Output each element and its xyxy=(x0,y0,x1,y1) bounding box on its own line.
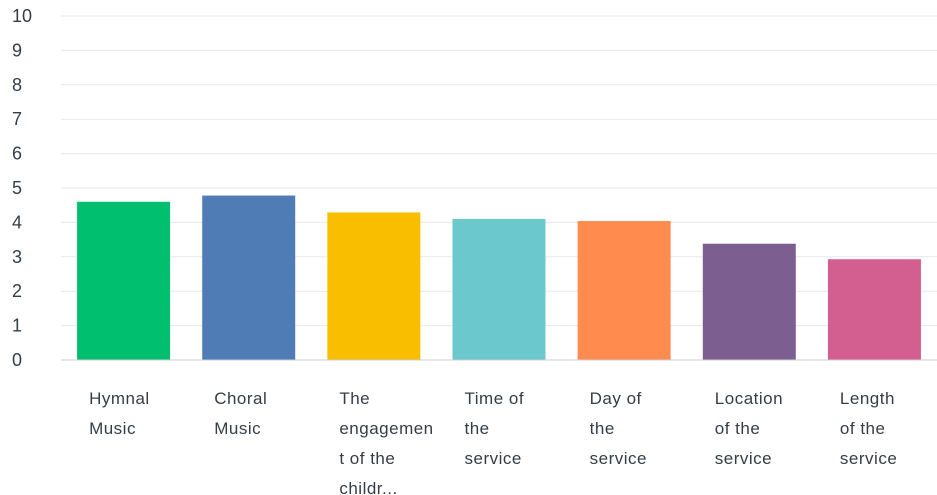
y-tick-label: 5 xyxy=(12,178,22,198)
x-tick-label-line: the xyxy=(465,419,490,438)
x-tick-label-line: Choral xyxy=(214,389,267,408)
bars xyxy=(77,195,921,360)
bar xyxy=(702,243,796,360)
x-tick-label-line: engagemen xyxy=(339,419,433,438)
x-tick-label-line: the xyxy=(590,419,615,438)
y-tick-label: 0 xyxy=(12,350,22,370)
x-tick-label: Location of the service xyxy=(715,389,783,468)
bar xyxy=(577,221,671,360)
x-tick-label-line: Music xyxy=(214,419,261,438)
y-tick-label: 9 xyxy=(12,40,22,60)
x-axis-labels: Hymnal Music Choral Music The engagemen t of t… xyxy=(89,389,897,495)
y-tick-label: 10 xyxy=(12,6,32,26)
bar xyxy=(77,201,171,360)
y-tick-label: 7 xyxy=(12,109,22,129)
y-tick-label: 2 xyxy=(12,281,22,301)
x-tick-label-line: service xyxy=(590,449,647,468)
x-tick-label: Time of the service xyxy=(465,389,525,468)
bar xyxy=(827,259,921,360)
x-tick-label: The engagemen t of the childr... xyxy=(339,389,433,495)
x-tick-label-line: The xyxy=(339,389,370,408)
x-tick-label-line: of the xyxy=(715,419,761,438)
x-tick-label-line: Day of xyxy=(590,389,642,408)
x-tick-label-line: of the xyxy=(840,419,886,438)
x-tick-label-line: t of the xyxy=(339,449,395,468)
x-tick-label: Length of the service xyxy=(840,389,897,468)
bar xyxy=(452,218,546,360)
x-tick-label: Hymnal Music xyxy=(89,389,150,438)
y-tick-label: 4 xyxy=(12,212,22,232)
x-tick-label-line: Music xyxy=(89,419,136,438)
y-tick-label: 8 xyxy=(12,75,22,95)
y-tick-label: 3 xyxy=(12,247,22,267)
y-tick-label: 6 xyxy=(12,144,22,164)
x-tick-label: Choral Music xyxy=(214,389,267,438)
x-tick-label-line: Length xyxy=(840,389,895,408)
x-tick-label: Day of the service xyxy=(590,389,647,468)
y-axis-ticks: 0 1 2 3 4 5 6 7 8 9 10 xyxy=(12,6,32,370)
x-tick-label-line: Hymnal xyxy=(89,389,150,408)
x-tick-label-line: service xyxy=(465,449,522,468)
x-tick-label-line: childr... xyxy=(339,479,397,495)
x-tick-label-line: service xyxy=(840,449,897,468)
bar xyxy=(202,195,296,360)
x-tick-label-line: Time of xyxy=(465,389,525,408)
x-tick-label-line: Location xyxy=(715,389,783,408)
x-tick-label-line: service xyxy=(715,449,772,468)
bar xyxy=(327,212,421,360)
y-tick-label: 1 xyxy=(12,316,22,336)
